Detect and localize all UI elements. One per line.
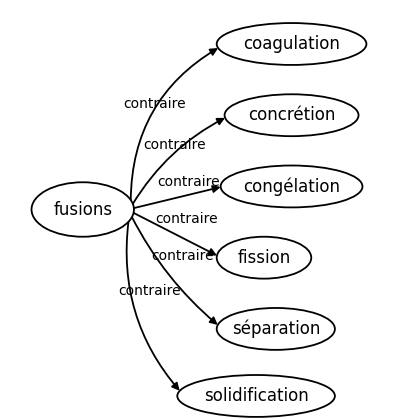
Ellipse shape	[221, 166, 362, 207]
Text: contraire: contraire	[123, 98, 186, 111]
Text: contraire: contraire	[158, 175, 220, 189]
Ellipse shape	[217, 308, 335, 350]
Text: solidification: solidification	[204, 387, 309, 405]
Ellipse shape	[177, 375, 335, 417]
Text: contraire: contraire	[143, 138, 206, 153]
FancyArrowPatch shape	[126, 222, 178, 389]
Text: coagulation: coagulation	[243, 35, 340, 53]
Text: contraire: contraire	[119, 284, 181, 298]
Text: congélation: congélation	[243, 177, 340, 196]
Text: séparation: séparation	[232, 320, 320, 338]
Text: fission: fission	[237, 249, 291, 266]
FancyArrowPatch shape	[132, 217, 216, 323]
FancyArrowPatch shape	[134, 186, 219, 208]
Text: contraire: contraire	[156, 212, 218, 226]
FancyArrowPatch shape	[133, 119, 223, 204]
FancyArrowPatch shape	[134, 213, 215, 255]
Text: concrétion: concrétion	[248, 106, 335, 124]
Text: contraire: contraire	[151, 248, 214, 263]
Text: fusions: fusions	[53, 201, 112, 218]
Ellipse shape	[217, 237, 311, 279]
Ellipse shape	[225, 94, 359, 136]
FancyArrowPatch shape	[131, 49, 216, 200]
Ellipse shape	[217, 23, 366, 65]
Ellipse shape	[32, 182, 134, 237]
